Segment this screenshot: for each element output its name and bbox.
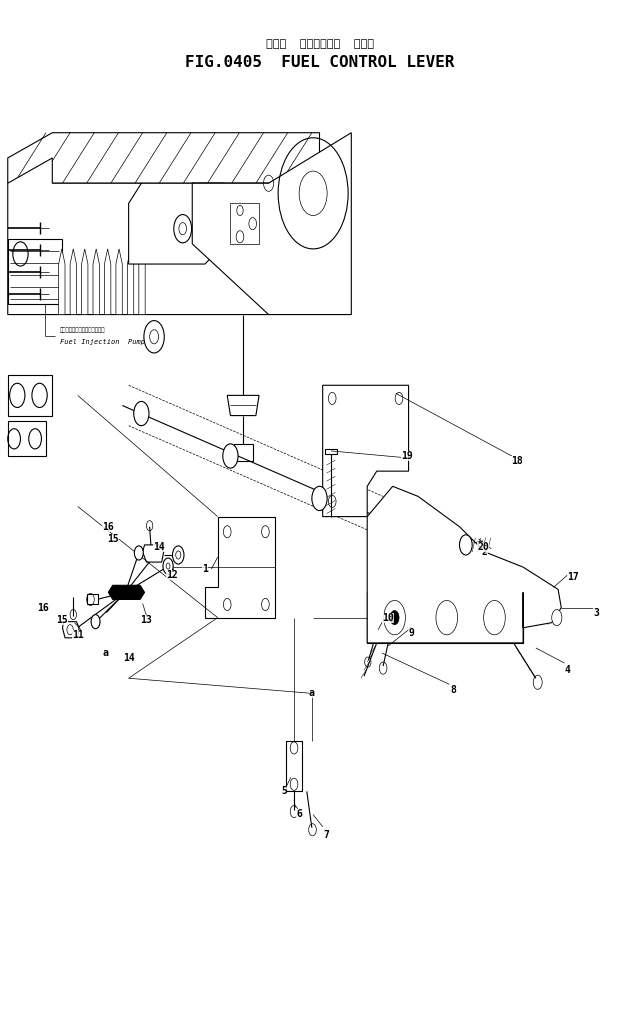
Circle shape — [436, 601, 458, 635]
Text: 14: 14 — [123, 653, 134, 664]
Text: 11: 11 — [72, 630, 84, 640]
Text: 9: 9 — [408, 628, 414, 638]
Bar — [231, 204, 259, 244]
Circle shape — [163, 558, 173, 574]
Text: 1: 1 — [202, 564, 208, 574]
Text: フェルインジェクションポンプ: フェルインジェクションポンプ — [60, 327, 105, 332]
Text: 6: 6 — [296, 808, 302, 819]
Polygon shape — [227, 395, 259, 415]
Circle shape — [312, 486, 327, 511]
Circle shape — [551, 610, 562, 626]
Polygon shape — [325, 449, 337, 454]
Circle shape — [173, 546, 184, 564]
Polygon shape — [286, 741, 302, 791]
Polygon shape — [88, 595, 98, 605]
Polygon shape — [63, 622, 79, 638]
Text: 12: 12 — [166, 570, 178, 580]
Circle shape — [459, 535, 472, 555]
Text: フェル  コントロール  レバー: フェル コントロール レバー — [265, 38, 374, 49]
Text: FIG.0405  FUEL CONTROL LEVER: FIG.0405 FUEL CONTROL LEVER — [185, 55, 454, 70]
Text: Fuel Injection  Pump: Fuel Injection Pump — [60, 338, 145, 344]
Polygon shape — [8, 375, 52, 415]
Text: 8: 8 — [450, 686, 456, 695]
Circle shape — [223, 444, 238, 468]
Polygon shape — [8, 420, 46, 456]
Text: 19: 19 — [401, 451, 413, 461]
Polygon shape — [8, 133, 320, 183]
Text: 13: 13 — [141, 615, 152, 625]
Text: 16: 16 — [102, 522, 114, 532]
Polygon shape — [323, 385, 408, 517]
Polygon shape — [108, 586, 144, 600]
Polygon shape — [70, 249, 77, 315]
Text: 16: 16 — [37, 603, 49, 613]
Text: 20: 20 — [477, 542, 489, 552]
Polygon shape — [93, 249, 100, 315]
Text: a: a — [309, 689, 315, 698]
Polygon shape — [128, 183, 224, 264]
Text: 17: 17 — [567, 572, 578, 582]
Polygon shape — [116, 249, 122, 315]
Text: 4: 4 — [565, 666, 571, 675]
Polygon shape — [367, 593, 523, 643]
Text: 14: 14 — [153, 542, 165, 552]
Circle shape — [134, 401, 149, 425]
Circle shape — [484, 601, 505, 635]
Polygon shape — [127, 249, 134, 315]
Text: 7: 7 — [323, 830, 329, 840]
Circle shape — [134, 546, 143, 560]
Circle shape — [91, 615, 100, 629]
Polygon shape — [142, 545, 164, 562]
Circle shape — [390, 611, 399, 625]
Circle shape — [384, 601, 405, 635]
Text: 10: 10 — [382, 613, 394, 623]
Polygon shape — [192, 133, 351, 315]
Text: 5: 5 — [282, 786, 288, 796]
Text: 3: 3 — [594, 608, 599, 618]
Polygon shape — [139, 249, 145, 315]
Bar — [8, 239, 62, 305]
Text: 15: 15 — [56, 615, 68, 625]
Polygon shape — [367, 486, 561, 643]
Text: a: a — [102, 648, 108, 658]
Polygon shape — [104, 249, 111, 315]
Polygon shape — [8, 158, 268, 315]
Text: 18: 18 — [511, 456, 523, 466]
Text: 15: 15 — [107, 534, 119, 544]
Polygon shape — [205, 517, 275, 618]
Text: 2: 2 — [482, 547, 488, 557]
Polygon shape — [234, 444, 252, 461]
Polygon shape — [59, 249, 65, 315]
Polygon shape — [82, 249, 88, 315]
